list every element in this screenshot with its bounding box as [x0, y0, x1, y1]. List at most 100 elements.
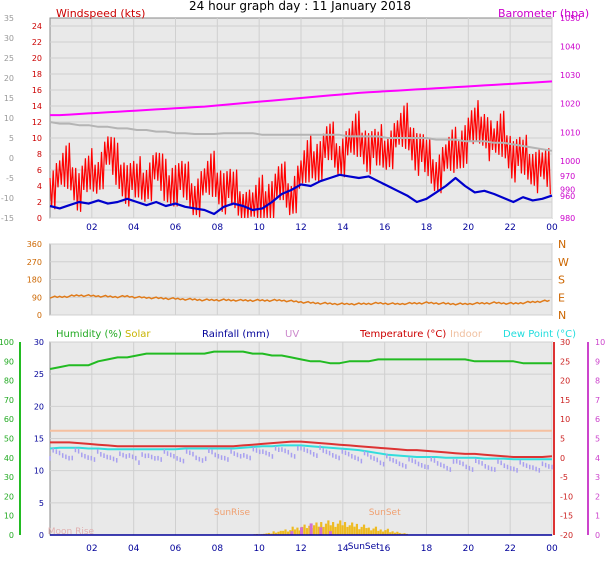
panel-1-left-tick: 4 — [37, 182, 42, 191]
panel-1-left-tick: 8 — [37, 150, 42, 159]
panel-1-right-tick: 1030 — [560, 71, 580, 80]
chart-title: 24 hour graph day : 11 January 2018 — [189, 0, 411, 13]
panel-3-humidity-tick: 0 — [9, 531, 14, 540]
panel-2-compass-tick: N — [558, 309, 566, 322]
panel-3-annotation: SunSet — [348, 542, 380, 552]
panel-3-uv-tick: 3 — [595, 473, 600, 482]
legend-entry: Temperature (°C) — [359, 329, 446, 340]
panel-1-right-tick: 1040 — [560, 43, 580, 52]
panel-1-right-tick: 1050 — [560, 14, 580, 23]
panel-3-annotation: SunRise — [214, 508, 251, 518]
legend-entry: Solar — [125, 329, 151, 340]
temperature-line — [50, 440, 553, 458]
panel-3-uv-tick: 0 — [595, 531, 600, 540]
panel-3-uv-tick: 10 — [595, 338, 605, 347]
panel-3-temp-tick: 15 — [560, 396, 570, 405]
panel-3-rain-tick: 30 — [34, 338, 44, 347]
panel-3-temp-tick: 0 — [560, 454, 565, 463]
panel-2-left-tick: 270 — [27, 258, 42, 267]
uv-bar — [319, 527, 323, 535]
panel-3-humidity-tick: 60 — [4, 415, 14, 424]
panel-1-x-tick: 02 — [86, 223, 97, 233]
panel-3-temp-tick: -15 — [560, 512, 573, 521]
uv-bar — [300, 527, 303, 535]
panel-2-left-tick: 180 — [27, 276, 42, 285]
panel-3-temp-tick: 30 — [560, 338, 570, 347]
panel-1-right-tick: 1010 — [560, 128, 580, 137]
panel-3-annotation: SunSet — [369, 508, 401, 518]
panel-3-uv-tick: 9 — [595, 357, 600, 366]
panel-2-compass-tick: W — [558, 256, 569, 269]
panel-1-left-tick: 14 — [32, 102, 42, 111]
panel-3-x-tick: 00 — [546, 544, 558, 554]
panel-2-left-tick: 0 — [37, 311, 42, 320]
panel-3-temp-tick: 5 — [560, 435, 565, 444]
panel-1-right-minor-tick: 970 — [560, 172, 575, 181]
panel-1-right-minor-tick: 960 — [560, 192, 575, 201]
panel-3-rain-tick: 5 — [39, 499, 44, 508]
wind-direction-line — [49, 293, 550, 306]
panel-1-far-left-tick: -5 — [6, 174, 14, 183]
panel-1-left-tick: 0 — [37, 214, 42, 223]
panel-1-x-tick: 10 — [253, 223, 265, 233]
panel-3-temp-tick: 10 — [560, 415, 570, 424]
panel-3-rain-tick: 10 — [34, 467, 44, 476]
panel-3-uv-tick: 4 — [595, 454, 600, 463]
panel-2-left-tick: 360 — [27, 240, 42, 249]
panel-1-far-left-tick: 0 — [9, 154, 14, 163]
panel-1-far-left-tick: -15 — [1, 214, 14, 223]
panel-3-x-tick: 20 — [463, 544, 475, 554]
panel-3-temp-tick: 20 — [560, 377, 570, 386]
panel-3-x-tick: 12 — [295, 544, 306, 554]
panel-3-x-tick: 16 — [379, 544, 391, 554]
panel-1-x-tick: 04 — [128, 223, 140, 233]
panel-3-uv-tick: 5 — [595, 435, 600, 444]
panel-3-humidity-tick: 30 — [4, 473, 14, 482]
panel-3-annotation: Moon Rise — [48, 527, 95, 537]
panel-3-x-tick: 02 — [86, 544, 97, 554]
panel-2-compass-tick: E — [558, 291, 565, 304]
panel-1-right-tick: 1020 — [560, 100, 580, 109]
panel-3-temp-tick: -20 — [560, 531, 573, 540]
dewpoint-line — [49, 444, 552, 461]
wind-average-line — [49, 173, 553, 216]
panel-3-rain-tick: 25 — [34, 370, 44, 379]
panel-1-far-left-tick: 15 — [4, 94, 14, 103]
panel-3-rain-tick: 15 — [34, 435, 44, 444]
panel-1-x-tick: 14 — [337, 223, 349, 233]
panel-1-right-tick: 980 — [560, 214, 575, 223]
legend-entry: Rainfall (mm) — [202, 329, 270, 340]
panel-1-left-tick: 16 — [32, 86, 42, 95]
panel-3-humidity-tick: 20 — [4, 492, 14, 501]
panel-1-x-tick: 12 — [295, 223, 306, 233]
legend-entry: Dew Point (°C) — [503, 329, 576, 340]
panel-1-far-left-tick: 30 — [4, 34, 14, 43]
panel-1-far-left-tick: 20 — [4, 74, 14, 83]
panel-1-x-tick: 22 — [504, 223, 515, 233]
panel-3-uv-tick: 6 — [595, 415, 600, 424]
uv-bar — [328, 531, 332, 535]
panel-3-uv-tick: 8 — [595, 377, 600, 386]
gust-grey-line — [49, 121, 553, 152]
panel-3-humidity-tick: 10 — [4, 512, 14, 521]
panel-1-right-tick: 990 — [560, 185, 575, 194]
panel-3-uv-tick: 2 — [595, 492, 600, 501]
uv-bar — [290, 531, 294, 535]
panel-1-left-tick: 24 — [32, 22, 42, 31]
panel-1-far-left-tick: 5 — [9, 134, 14, 143]
uv-bar — [309, 523, 313, 535]
windspeed-line — [49, 100, 551, 219]
panel-3-humidity-tick: 50 — [4, 435, 14, 444]
panel-3-humidity-tick: 90 — [4, 357, 14, 366]
panel-2-left-tick: 90 — [32, 293, 42, 302]
panel-1-left-tick: 6 — [37, 166, 42, 175]
panel-3-humidity-tick: 40 — [4, 454, 14, 463]
panel-3-x-tick: 08 — [212, 544, 224, 554]
panel-3-x-tick: 14 — [337, 544, 349, 554]
panel-1-x-tick: 20 — [463, 223, 475, 233]
panel-3-uv-tick: 1 — [595, 512, 600, 521]
panel-1-left-tick: 10 — [32, 134, 42, 143]
panel-3-rain-tick: 20 — [34, 402, 44, 411]
legend-entry: UV — [285, 329, 299, 340]
